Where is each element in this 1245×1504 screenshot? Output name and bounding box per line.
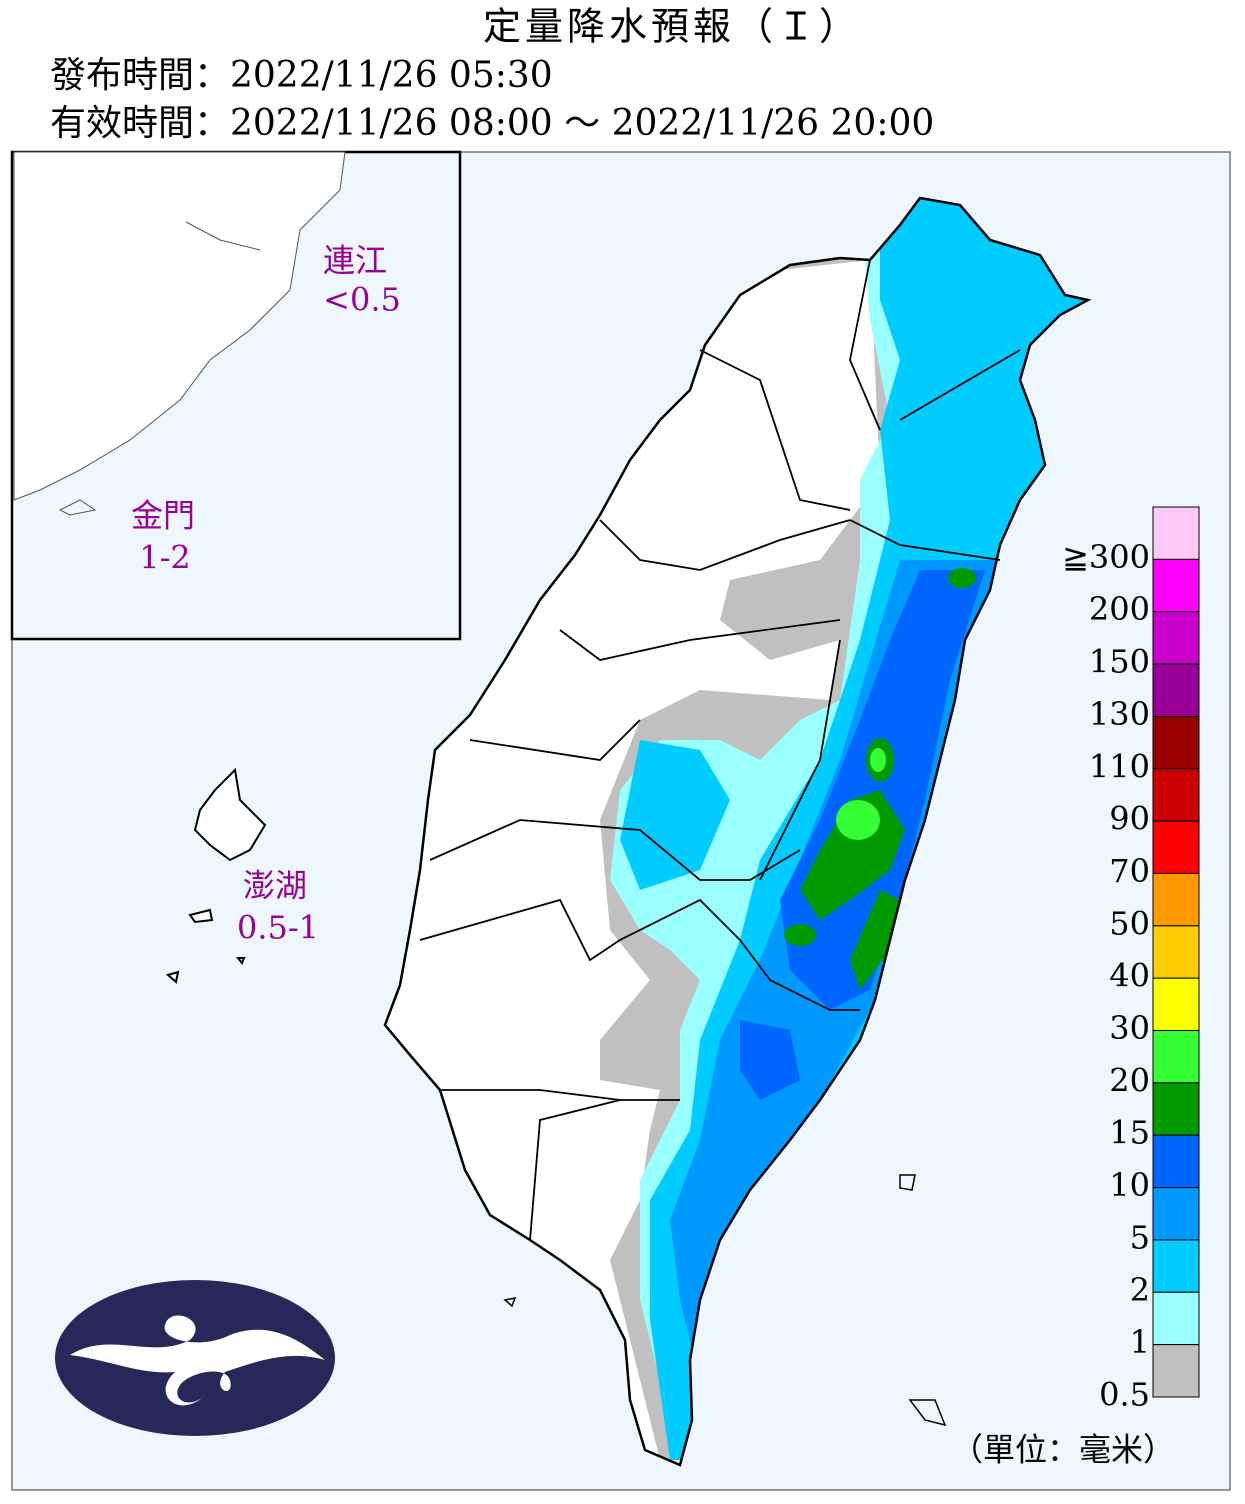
- region-name: 澎湖: [243, 867, 307, 905]
- legend-label: ≧300: [1062, 538, 1150, 576]
- legend-swatch: [1152, 820, 1200, 874]
- region-name: 連江: [323, 242, 387, 280]
- legend-label: 2: [1130, 1271, 1150, 1309]
- region-amount: <0.5: [323, 281, 401, 319]
- legend-swatch: [1152, 1030, 1200, 1084]
- valid-time: 有效時間：2022/11/26 08:00 ～ 2022/11/26 20:00: [50, 103, 934, 144]
- legend-label: 30: [1109, 1009, 1150, 1047]
- legend-swatch: [1152, 1134, 1200, 1189]
- issued-time: 發布時間：2022/11/26 05:30: [50, 55, 553, 96]
- legend-label: 110: [1089, 747, 1150, 785]
- legend-swatch: [1152, 715, 1200, 770]
- legend-label: 40: [1109, 957, 1150, 995]
- penghu-outline: [165, 767, 267, 984]
- legend-swatch: [1152, 1291, 1200, 1346]
- islets: [503, 1174, 947, 1427]
- legend-swatch: [1152, 768, 1200, 822]
- legend-label: 0.5: [1099, 1376, 1150, 1414]
- region-amount: 1-2: [139, 539, 191, 577]
- legend-label: 70: [1109, 852, 1150, 890]
- legend-swatch: [1152, 872, 1200, 927]
- county-borders: [419, 259, 1021, 1241]
- legend-label: 5: [1130, 1218, 1150, 1256]
- legend-swatch: [1152, 977, 1200, 1032]
- legend-label: 1: [1130, 1323, 1150, 1361]
- legend-swatch: [1152, 1344, 1200, 1398]
- legend-swatch: [1152, 1082, 1200, 1136]
- inset-islands: [58, 221, 261, 516]
- inset-coast: [13, 151, 346, 501]
- legend-swatch: [1152, 663, 1200, 717]
- legend-label: 15: [1109, 1114, 1150, 1152]
- legend-swatch: [1152, 1239, 1200, 1293]
- cwb-logo: [55, 1280, 335, 1436]
- region-name: 金門: [131, 497, 195, 535]
- legend-swatch: [1152, 925, 1200, 979]
- unit-label: （單位：毫米）: [951, 1431, 1175, 1469]
- legend-label: 10: [1109, 1166, 1150, 1204]
- legend-label: 150: [1089, 643, 1150, 681]
- legend-swatch: [1152, 1187, 1200, 1241]
- legend-swatch: [1152, 506, 1200, 560]
- legend-label: 130: [1089, 695, 1150, 733]
- legend-label: 200: [1089, 590, 1150, 628]
- title: 定量降水預報（Ｉ）: [483, 5, 861, 49]
- region-amount: 0.5-1: [237, 909, 319, 947]
- legend-swatch: [1152, 611, 1200, 665]
- legend-swatch: [1152, 558, 1200, 613]
- legend-label: 90: [1109, 800, 1150, 838]
- legend: ≧300 200 150 130 110 90 70 50 40 30 20 15 10 5 2 1 0.5: [1062, 506, 1200, 1414]
- legend-label: 20: [1109, 1061, 1150, 1099]
- legend-label: 50: [1109, 904, 1150, 942]
- penghu: [165, 767, 267, 984]
